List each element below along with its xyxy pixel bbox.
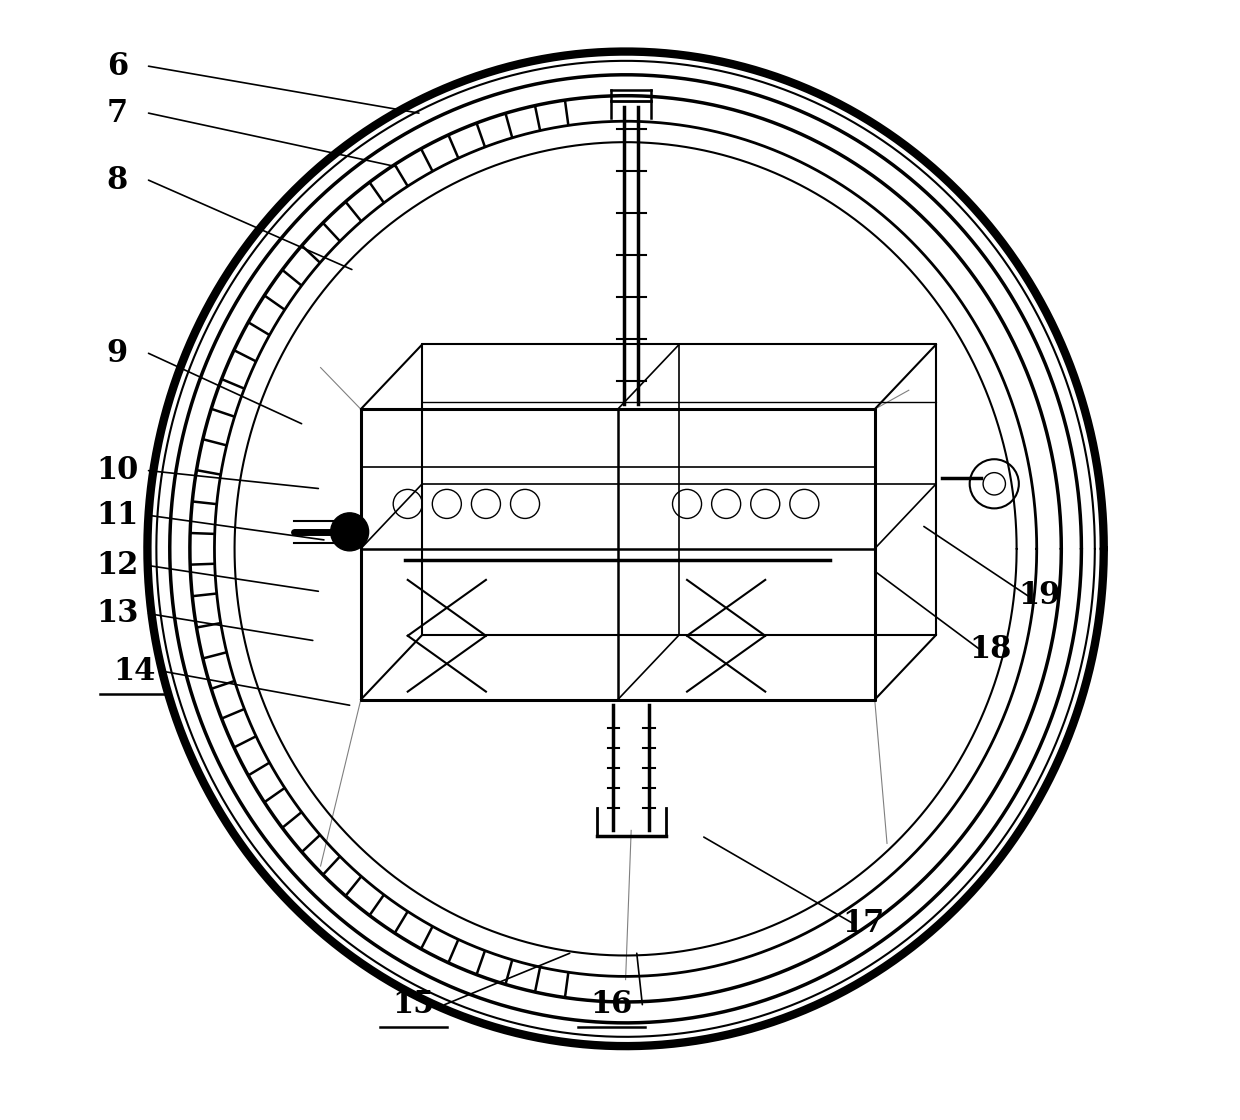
- Text: 10: 10: [97, 455, 139, 486]
- Circle shape: [331, 513, 368, 551]
- Text: 6: 6: [107, 50, 128, 82]
- Text: 11: 11: [97, 500, 139, 531]
- Text: 15: 15: [392, 989, 434, 1020]
- Text: 9: 9: [107, 338, 128, 368]
- Text: 14: 14: [113, 656, 155, 688]
- Text: 7: 7: [107, 97, 128, 129]
- Text: 17: 17: [842, 907, 884, 939]
- Text: 16: 16: [590, 989, 632, 1020]
- Text: 18: 18: [970, 634, 1012, 665]
- Text: 8: 8: [107, 165, 128, 196]
- Text: 13: 13: [95, 598, 139, 629]
- Text: 19: 19: [1018, 580, 1060, 612]
- Text: 12: 12: [95, 550, 139, 581]
